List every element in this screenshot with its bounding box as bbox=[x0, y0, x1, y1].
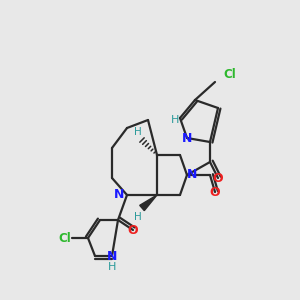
Polygon shape bbox=[140, 195, 157, 211]
Text: O: O bbox=[213, 172, 223, 184]
Text: H: H bbox=[108, 262, 116, 272]
Text: O: O bbox=[128, 224, 138, 236]
Text: Cl: Cl bbox=[224, 68, 236, 82]
Text: Cl: Cl bbox=[58, 232, 71, 244]
Text: N: N bbox=[114, 188, 124, 202]
Text: N: N bbox=[187, 169, 197, 182]
Text: O: O bbox=[210, 185, 220, 199]
Text: H: H bbox=[171, 115, 179, 125]
Text: H: H bbox=[134, 212, 142, 222]
Text: N: N bbox=[107, 250, 117, 262]
Text: N: N bbox=[182, 131, 192, 145]
Text: H: H bbox=[134, 127, 142, 137]
